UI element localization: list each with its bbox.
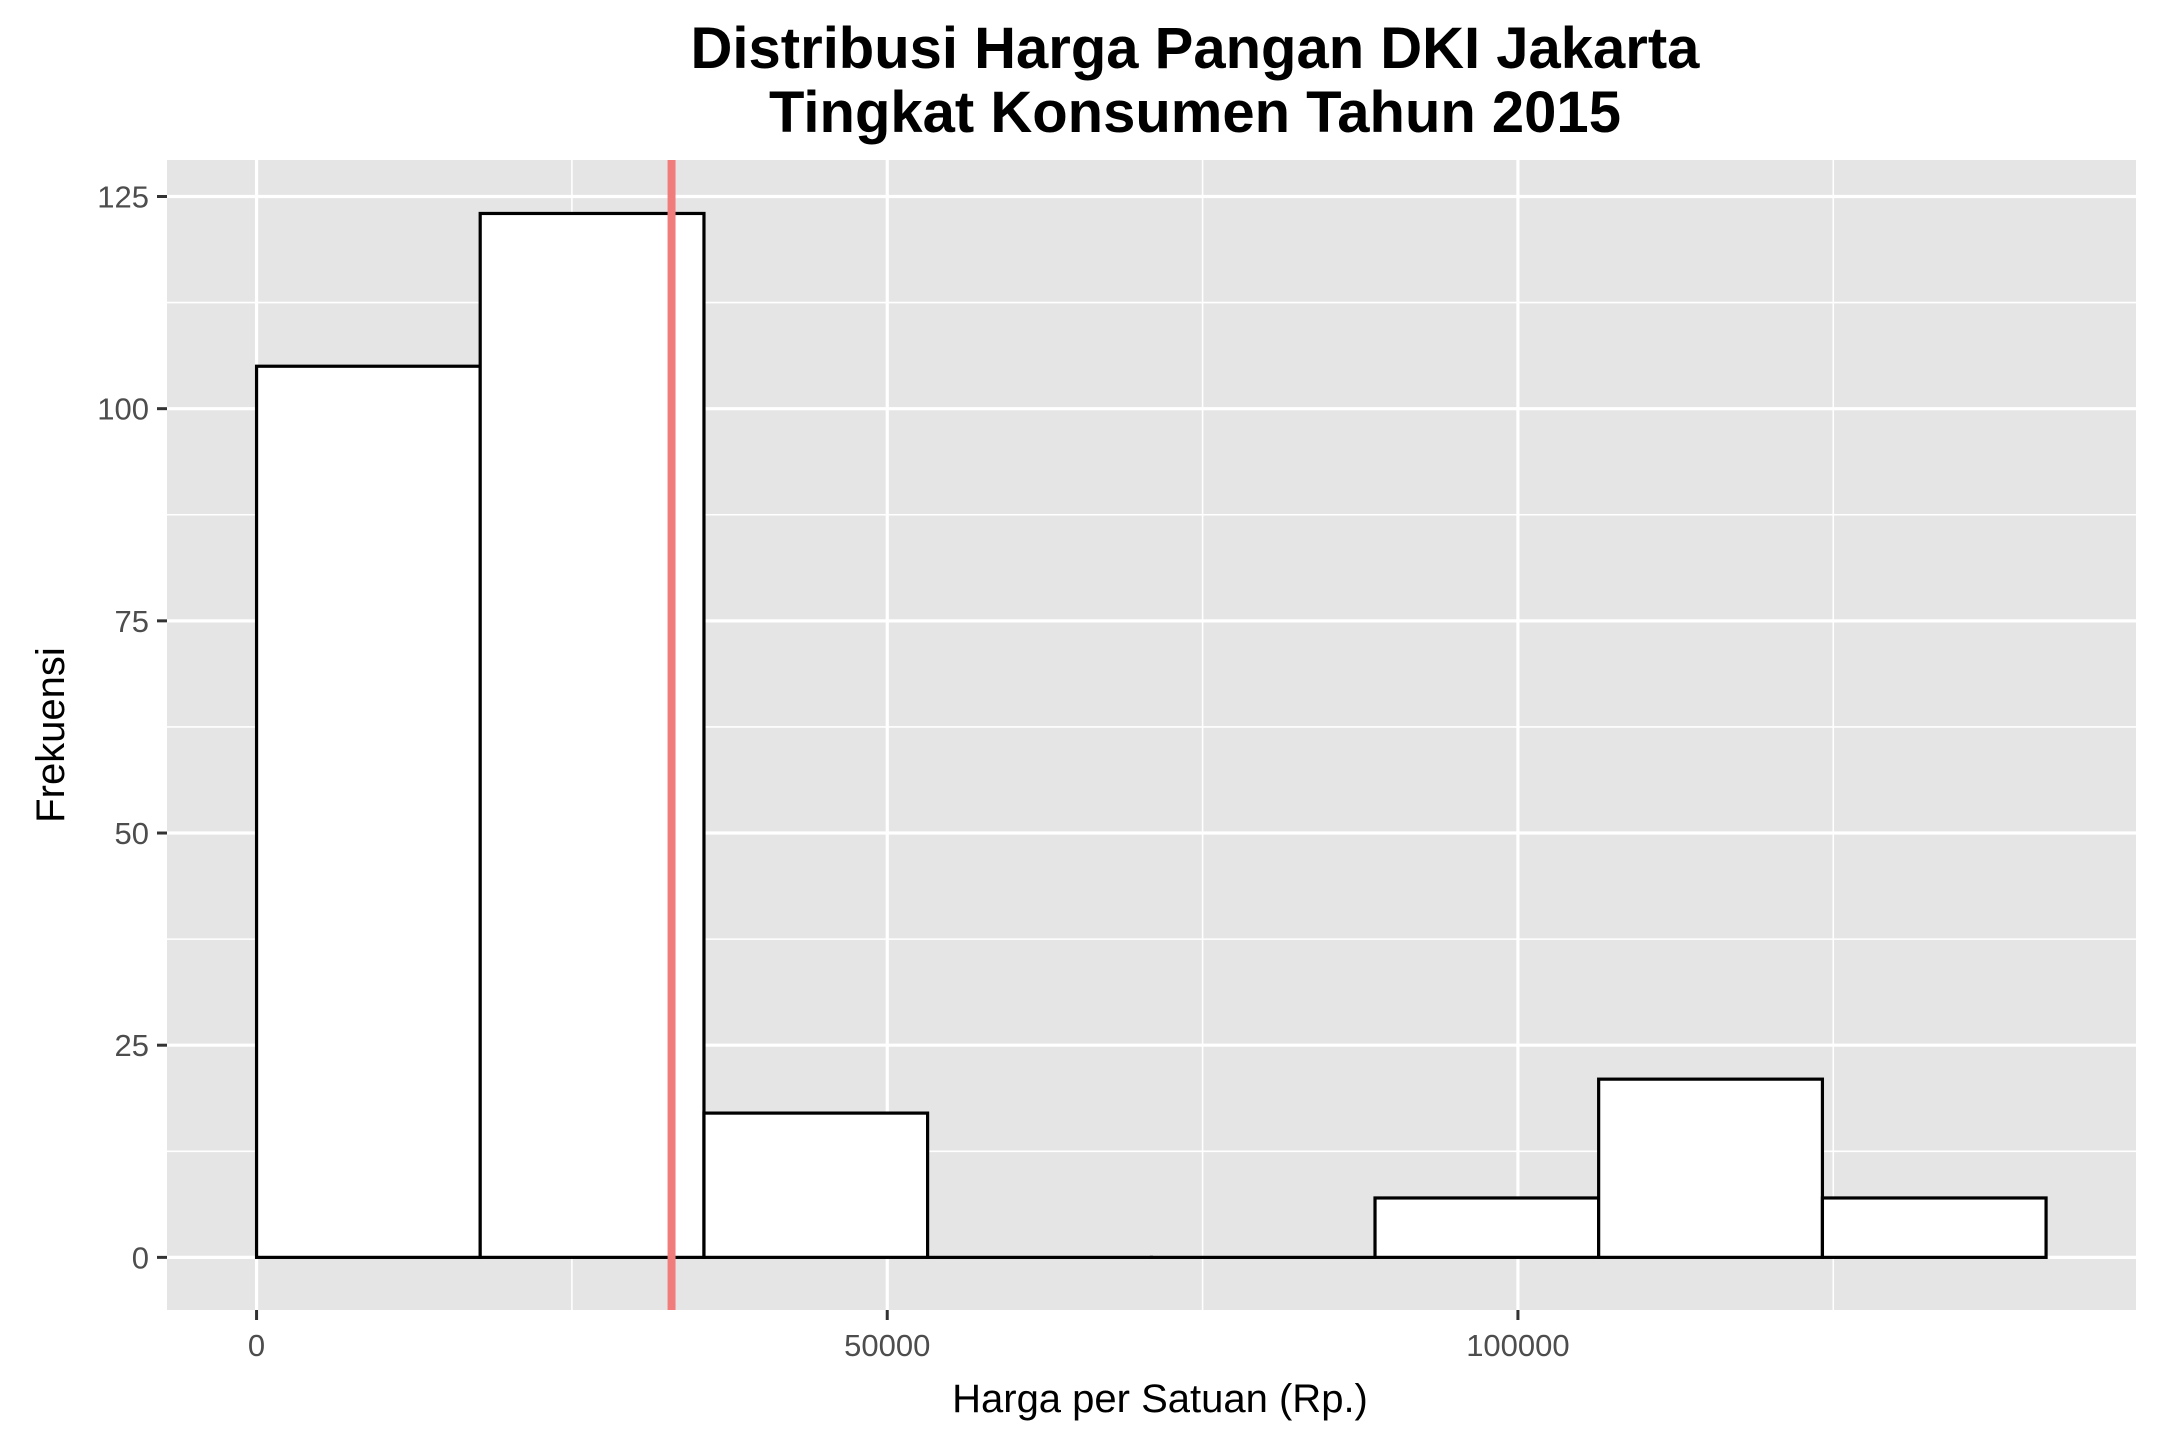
y-tick-label: 125	[97, 179, 149, 214]
y-axis: 0 25 50 75 100 125	[97, 179, 167, 1275]
x-axis-title: Harga per Satuan (Rp.)	[952, 1377, 1368, 1421]
y-axis-title: Frekuensi	[29, 647, 73, 823]
x-axis: 0 50000 100000	[248, 1310, 1570, 1363]
histogram-bar	[254, 364, 482, 1259]
chart-title: Distribusi Harga Pangan DKI Jakarta	[691, 16, 1701, 81]
x-tick-label: 0	[248, 1328, 265, 1363]
y-tick-label: 25	[115, 1028, 149, 1063]
histogram-bars	[254, 211, 2048, 1259]
y-tick-label: 100	[97, 392, 149, 427]
chart-subtitle: Tingkat Konsumen Tahun 2015	[769, 80, 1621, 145]
x-tick-label: 100000	[1466, 1328, 1569, 1363]
histogram-bar	[1820, 1196, 2048, 1259]
histogram-bar	[1373, 1196, 1601, 1259]
histogram-bar	[702, 1111, 930, 1259]
x-tick-label: 50000	[844, 1328, 930, 1363]
histogram-bar	[1597, 1077, 1825, 1259]
y-tick-label: 50	[115, 816, 149, 851]
y-tick-label: 0	[132, 1240, 149, 1275]
histogram-bar	[478, 211, 706, 1259]
y-tick-label: 75	[115, 604, 149, 639]
